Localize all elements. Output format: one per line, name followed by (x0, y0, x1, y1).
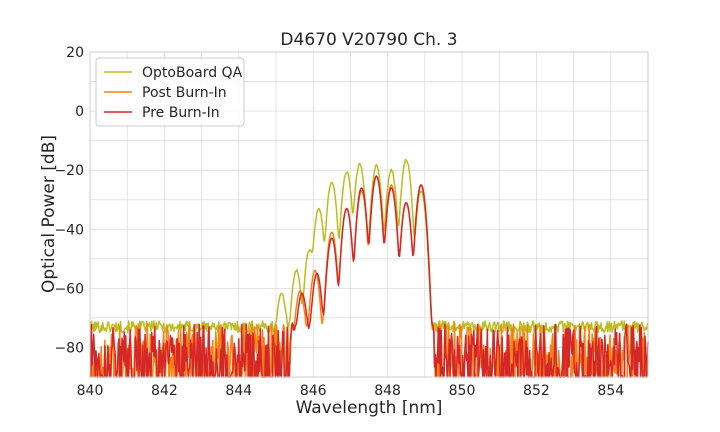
x-tick-label: 850 (449, 383, 476, 399)
legend-label-pre-burn-in: Pre Burn-In (142, 105, 220, 121)
x-tick-label: 854 (597, 383, 624, 399)
y-tick-label: −80 (54, 340, 84, 356)
tick-labels: 840 842 844 846 848 850 852 854 20 0 −20 −40 −60 −80 (54, 45, 624, 399)
legend-label-optoboard-qa: OptoBoard QA (142, 65, 243, 81)
y-tick-label: −40 (54, 222, 84, 238)
y-tick-label: −20 (54, 163, 84, 179)
x-axis-label: Wavelength [nm] (296, 398, 443, 418)
x-tick-label: 852 (523, 383, 550, 399)
y-axis-label: Optical Power [dB] (39, 135, 59, 293)
legend-label-post-burn-in: Post Burn-In (142, 85, 227, 101)
y-tick-label: 20 (66, 45, 84, 61)
x-tick-label: 844 (225, 383, 252, 399)
x-tick-label: 846 (300, 383, 327, 399)
y-tick-label: −60 (54, 281, 84, 297)
x-tick-label: 848 (374, 383, 401, 399)
x-tick-label: 840 (77, 383, 104, 399)
legend: OptoBoard QA Post Burn-In Pre Burn-In (95, 57, 245, 127)
x-tick-label: 842 (151, 383, 178, 399)
y-tick-label: 0 (75, 104, 84, 120)
plot-frame (89, 51, 649, 378)
legend-box (95, 57, 245, 127)
chart-title: D4670 V20790 Ch. 3 (280, 30, 457, 50)
